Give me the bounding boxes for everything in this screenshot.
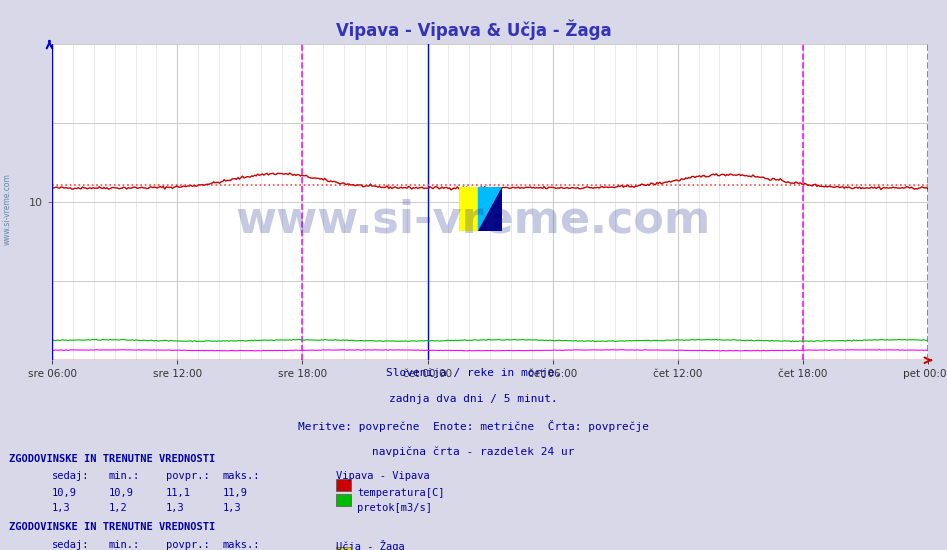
Text: 10,9: 10,9 xyxy=(109,488,134,498)
Text: Meritve: povprečne  Enote: metrične  Črta: povprečje: Meritve: povprečne Enote: metrične Črta:… xyxy=(298,420,649,432)
Text: min.:: min.: xyxy=(109,471,140,481)
Text: pretok[m3/s]: pretok[m3/s] xyxy=(357,503,432,513)
Text: 1,3: 1,3 xyxy=(166,503,185,513)
Text: povpr.:: povpr.: xyxy=(166,471,209,481)
Text: Vipava - Vipava & Učja - Žaga: Vipava - Vipava & Učja - Žaga xyxy=(335,19,612,40)
Text: 1,3: 1,3 xyxy=(223,503,241,513)
Text: www.si-vreme.com: www.si-vreme.com xyxy=(3,173,12,245)
Text: 11,1: 11,1 xyxy=(166,488,190,498)
Text: ZGODOVINSKE IN TRENUTNE VREDNOSTI: ZGODOVINSKE IN TRENUTNE VREDNOSTI xyxy=(9,522,216,532)
Polygon shape xyxy=(478,187,502,231)
Text: 10,9: 10,9 xyxy=(52,488,77,498)
Text: maks.:: maks.: xyxy=(223,471,260,481)
Text: ZGODOVINSKE IN TRENUTNE VREDNOSTI: ZGODOVINSKE IN TRENUTNE VREDNOSTI xyxy=(9,454,216,464)
Text: sedaj:: sedaj: xyxy=(52,540,90,550)
Text: zadnja dva dni / 5 minut.: zadnja dva dni / 5 minut. xyxy=(389,394,558,404)
Text: Vipava - Vipava: Vipava - Vipava xyxy=(336,471,430,481)
Text: 1,3: 1,3 xyxy=(52,503,71,513)
Text: sedaj:: sedaj: xyxy=(52,471,90,481)
Text: Slovenija / reke in morje.: Slovenija / reke in morje. xyxy=(385,368,562,378)
Text: min.:: min.: xyxy=(109,540,140,550)
Text: www.si-vreme.com: www.si-vreme.com xyxy=(236,199,711,241)
Polygon shape xyxy=(478,187,502,231)
Text: temperatura[C]: temperatura[C] xyxy=(357,488,444,498)
Text: maks.:: maks.: xyxy=(223,540,260,550)
Text: povpr.:: povpr.: xyxy=(166,540,209,550)
Text: navpična črta - razdelek 24 ur: navpična črta - razdelek 24 ur xyxy=(372,446,575,456)
Text: 1,2: 1,2 xyxy=(109,503,128,513)
Text: 11,9: 11,9 xyxy=(223,488,247,498)
Text: Učja - Žaga: Učja - Žaga xyxy=(336,540,405,550)
